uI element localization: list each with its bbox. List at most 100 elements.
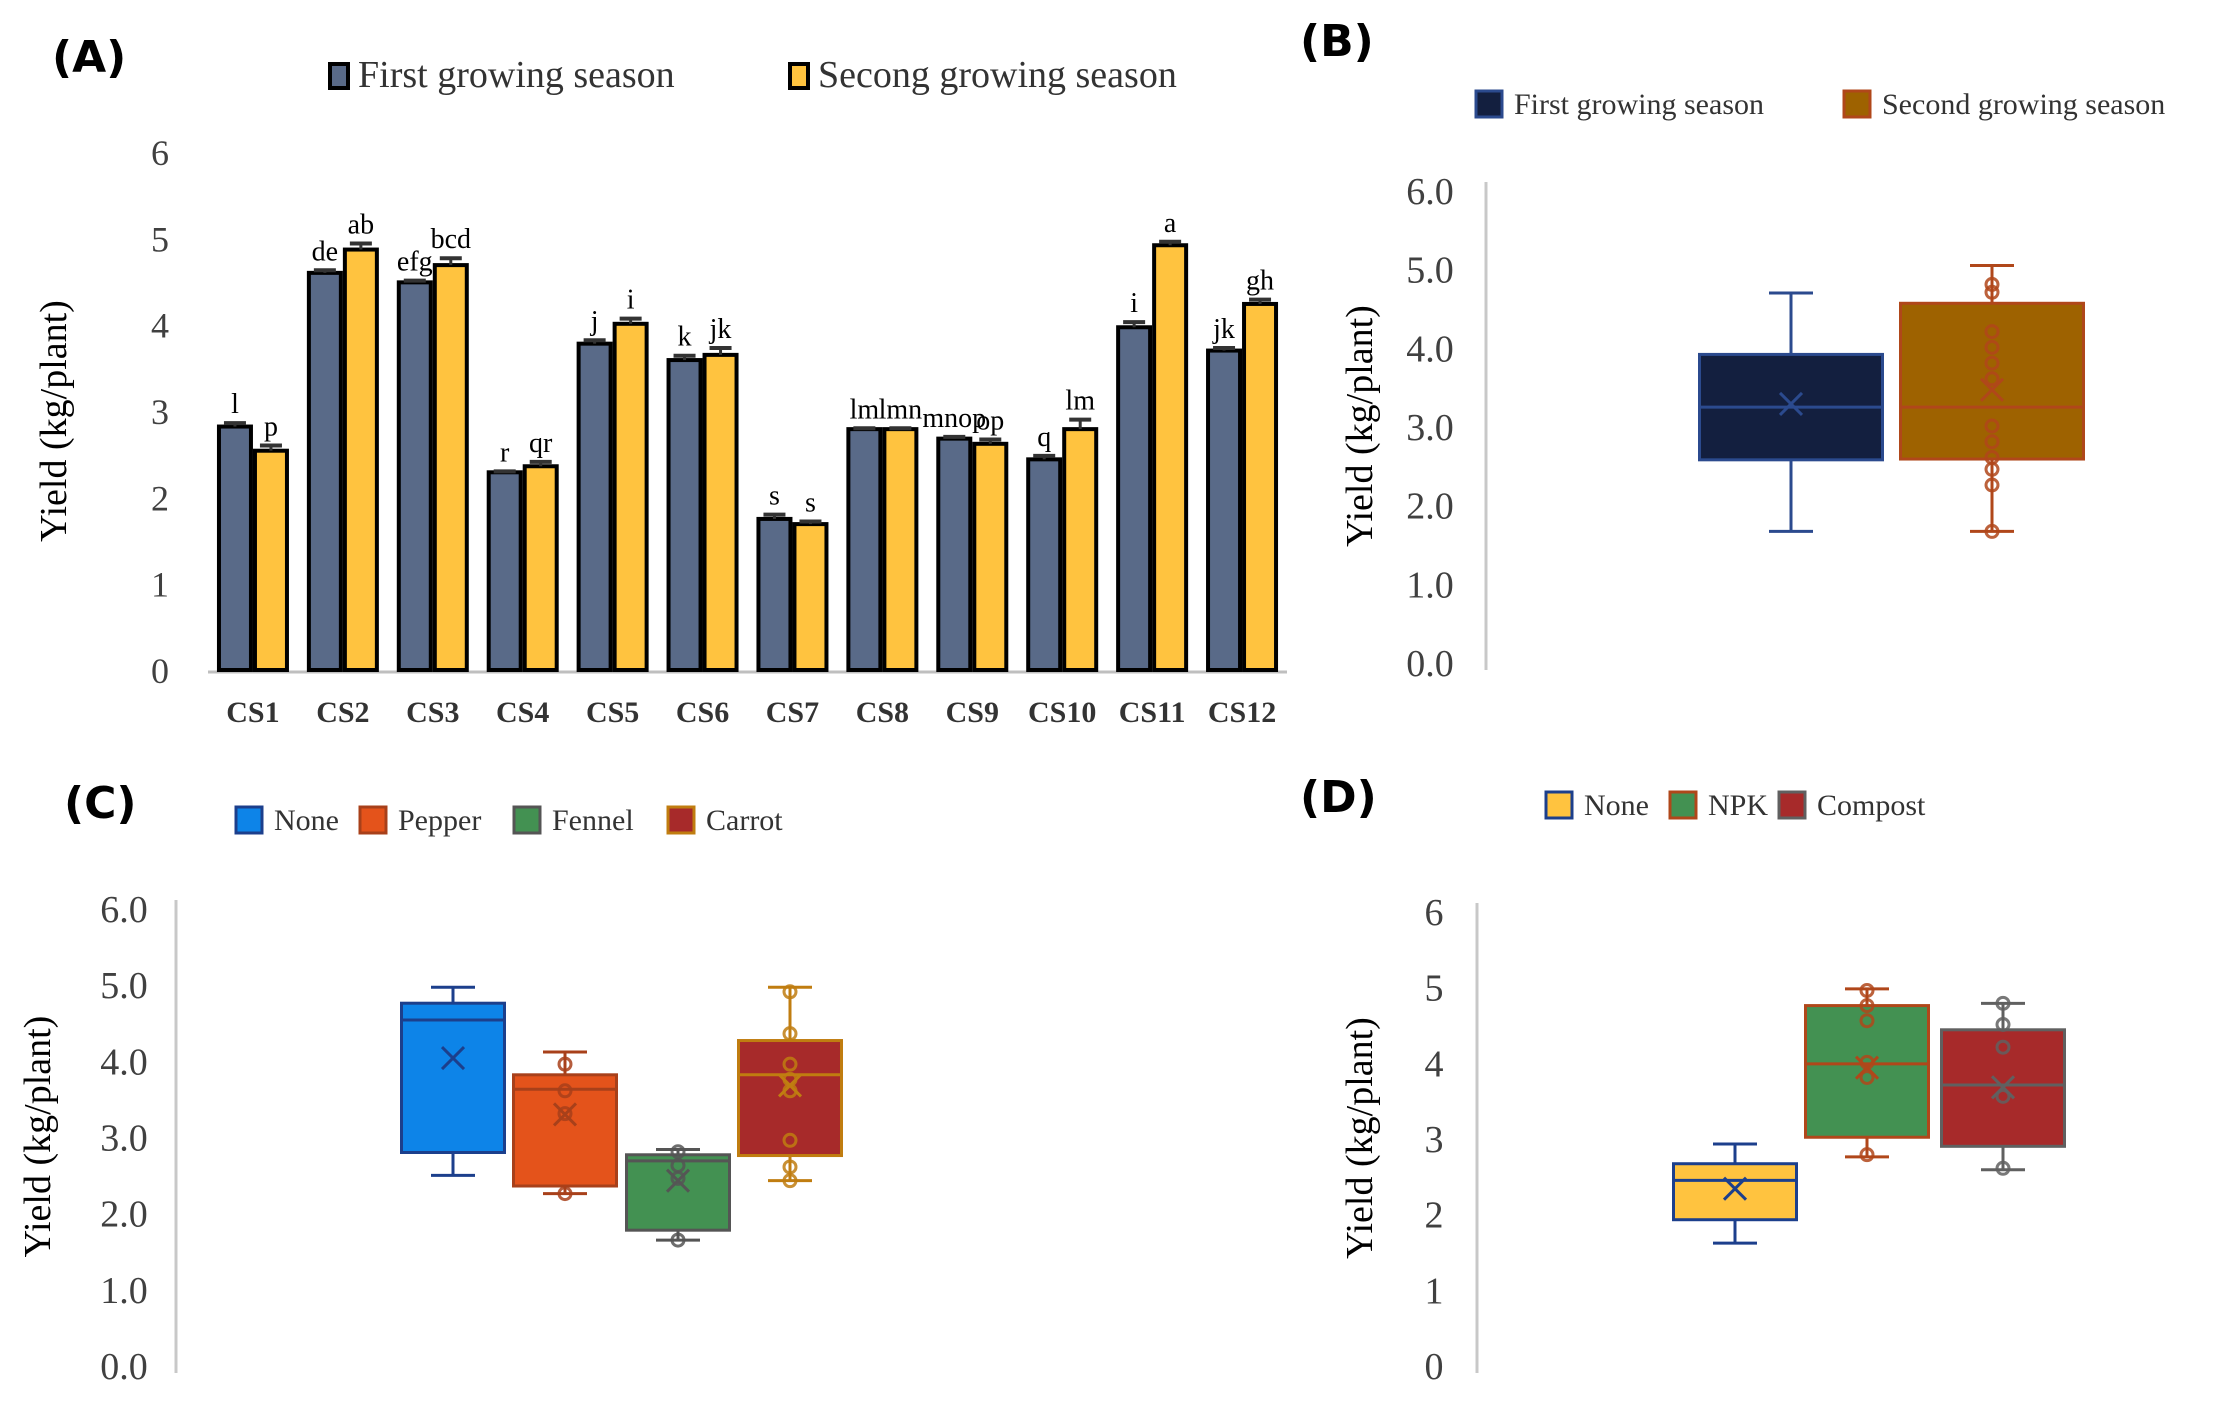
legend-label-0: First growing season (1514, 88, 1764, 121)
y-tick-label: 4.0 (1406, 328, 1454, 370)
significance-letter: i (627, 285, 635, 316)
legend-swatch-0 (328, 62, 350, 90)
box-none (400, 1001, 506, 1154)
data-point (1859, 982, 1875, 998)
data-point (557, 1056, 573, 1072)
y-tick-label: 5.0 (100, 965, 148, 1007)
box-pepper (512, 1073, 618, 1188)
significance-letter: s (805, 488, 816, 519)
y-tick-label: 1 (1425, 1270, 1444, 1312)
data-point (782, 984, 798, 1000)
x-tick-label: CS8 (856, 696, 909, 729)
bar-second-season (432, 263, 469, 672)
data-point (670, 1232, 686, 1248)
panel-label-a: (A) (52, 32, 126, 83)
y-tick-label: 5 (1425, 968, 1444, 1010)
legend-swatch-0 (1474, 89, 1504, 119)
data-point (1984, 355, 2000, 371)
significance-letter: op (976, 405, 1004, 436)
bar-first-season (846, 427, 883, 672)
significance-letter: qr (529, 428, 553, 459)
data-point (782, 1173, 798, 1189)
data-point (1995, 995, 2011, 1011)
legend-label-1: NPK (1708, 789, 1768, 822)
x-tick-label: CS3 (406, 696, 459, 729)
panel-a-bar-chart: First growing season Secong growing seaso… (33, 54, 1287, 729)
mean-marker (1854, 1055, 1880, 1080)
significance-letter: mnop (922, 403, 986, 434)
legend-swatch-1 (1668, 790, 1698, 820)
significance-letter: l (231, 389, 239, 420)
y-tick-label: 5.0 (1406, 250, 1454, 292)
data-point (1984, 324, 2000, 340)
legend-swatch-1 (1842, 89, 1872, 119)
data-point (1859, 1013, 1875, 1029)
legend-swatch-2 (512, 805, 542, 835)
legend-label-0: None (1584, 789, 1649, 822)
y-tick-label: 3 (151, 392, 169, 432)
x-tick-label: CS7 (766, 696, 819, 729)
x-tick-label: CS4 (496, 696, 549, 729)
y-tick-label: 2 (1425, 1195, 1444, 1237)
bar-first-season (666, 358, 703, 672)
significance-letter: gh (1246, 266, 1274, 297)
box-none (1672, 1162, 1798, 1222)
bar-first-season (1026, 457, 1063, 673)
data-point (782, 1159, 798, 1175)
data-point (1995, 1160, 2011, 1176)
bar-first-season (396, 280, 433, 672)
y-tick-label: 3.0 (1406, 407, 1454, 449)
mean-marker (1778, 391, 1804, 417)
significance-letter: efg (397, 247, 433, 278)
data-point (1859, 1147, 1875, 1163)
legend-swatch-1 (358, 805, 388, 835)
significance-letter: bcd (431, 224, 471, 255)
panel-label-b: (B) (1300, 16, 1374, 67)
mean-marker (552, 1102, 578, 1127)
mean-marker (777, 1073, 803, 1098)
significance-letter: jk (1212, 314, 1235, 345)
x-tick-label: CS11 (1119, 696, 1186, 729)
data-point (1859, 998, 1875, 1014)
y-tick-label: 0.0 (100, 1346, 148, 1388)
y-tick-label: 2.0 (100, 1194, 148, 1236)
y-tick-label: 0.0 (1406, 643, 1454, 685)
x-tick-label: CS1 (226, 696, 279, 729)
significance-letter: j (590, 306, 599, 337)
legend-label-1: Pepper (398, 804, 481, 837)
data-point (670, 1157, 686, 1173)
significance-letter: ab (348, 210, 374, 241)
y-axis-title: Yield (kg/plant) (1339, 1017, 1381, 1259)
data-point (1859, 1069, 1875, 1085)
data-point (1995, 1017, 2011, 1032)
y-tick-label: 2 (151, 478, 169, 518)
y-axis-title: Yield (kg/plant) (33, 300, 75, 542)
mean-marker (1990, 1075, 2016, 1100)
data-point (1984, 276, 2000, 292)
significance-letter: de (312, 236, 338, 267)
significance-letter: a (1164, 208, 1177, 239)
y-axis-title: Yield (kg/plant) (17, 1016, 59, 1258)
data-point (1984, 477, 2000, 493)
y-tick-label: 6.0 (100, 889, 148, 931)
significance-letter: lm (850, 394, 880, 425)
significance-letter: k (678, 322, 692, 353)
data-point (1984, 339, 2000, 355)
legend-label-0: None (274, 804, 339, 837)
y-tick-label: 3.0 (100, 1118, 148, 1160)
legend-label-3: Carrot (706, 804, 783, 837)
data-point (670, 1144, 686, 1160)
significance-letter: s (769, 481, 780, 512)
bar-second-season (792, 522, 829, 673)
data-point (1984, 284, 2000, 300)
y-axis-title: Yield (kg/plant) (1339, 305, 1381, 547)
x-tick-label: CS9 (946, 696, 999, 729)
bar-second-season (522, 464, 559, 672)
data-point (557, 1083, 573, 1099)
bar-first-season (216, 424, 253, 673)
bar-second-season (882, 427, 919, 672)
data-point (1984, 371, 2000, 387)
x-tick-label: CS12 (1208, 696, 1276, 729)
y-tick-label: 0 (1425, 1346, 1444, 1388)
